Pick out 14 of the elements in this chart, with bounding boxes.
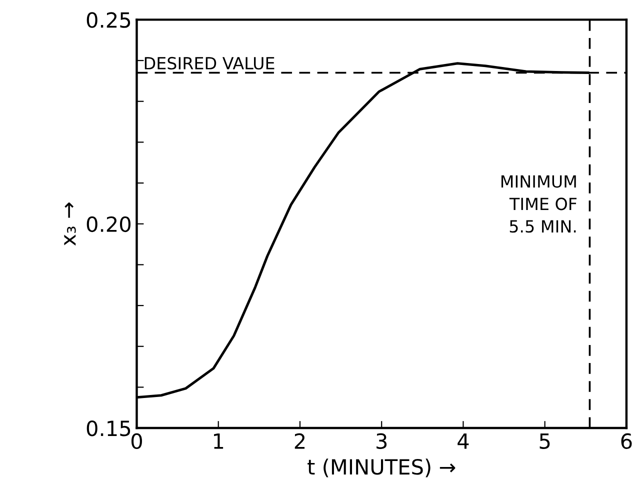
x-tick-label: 2 (294, 433, 305, 449)
y-tick-label: 0.20 (86, 216, 130, 232)
x-tick-label: 5 (540, 434, 550, 450)
y-tick-label: 0.25 (86, 12, 130, 28)
y-tick-label: 0.15 (86, 420, 130, 436)
x-tick-label: 4 (458, 434, 469, 449)
x-tick-label: 3 (376, 433, 387, 450)
x-tick-label: 0 (131, 433, 142, 450)
ref-line-label: MINIMUM TIME OF 5.5 MIN. (501, 175, 577, 233)
y-axis-title: x₃ → (64, 202, 76, 246)
x-axis-title: t (MINUTES) → (308, 458, 456, 478)
ref-line-label: DESIRED VALUE (144, 56, 274, 70)
x-tick-label: 6 (621, 433, 632, 450)
x-tick-label: 1 (214, 434, 224, 449)
